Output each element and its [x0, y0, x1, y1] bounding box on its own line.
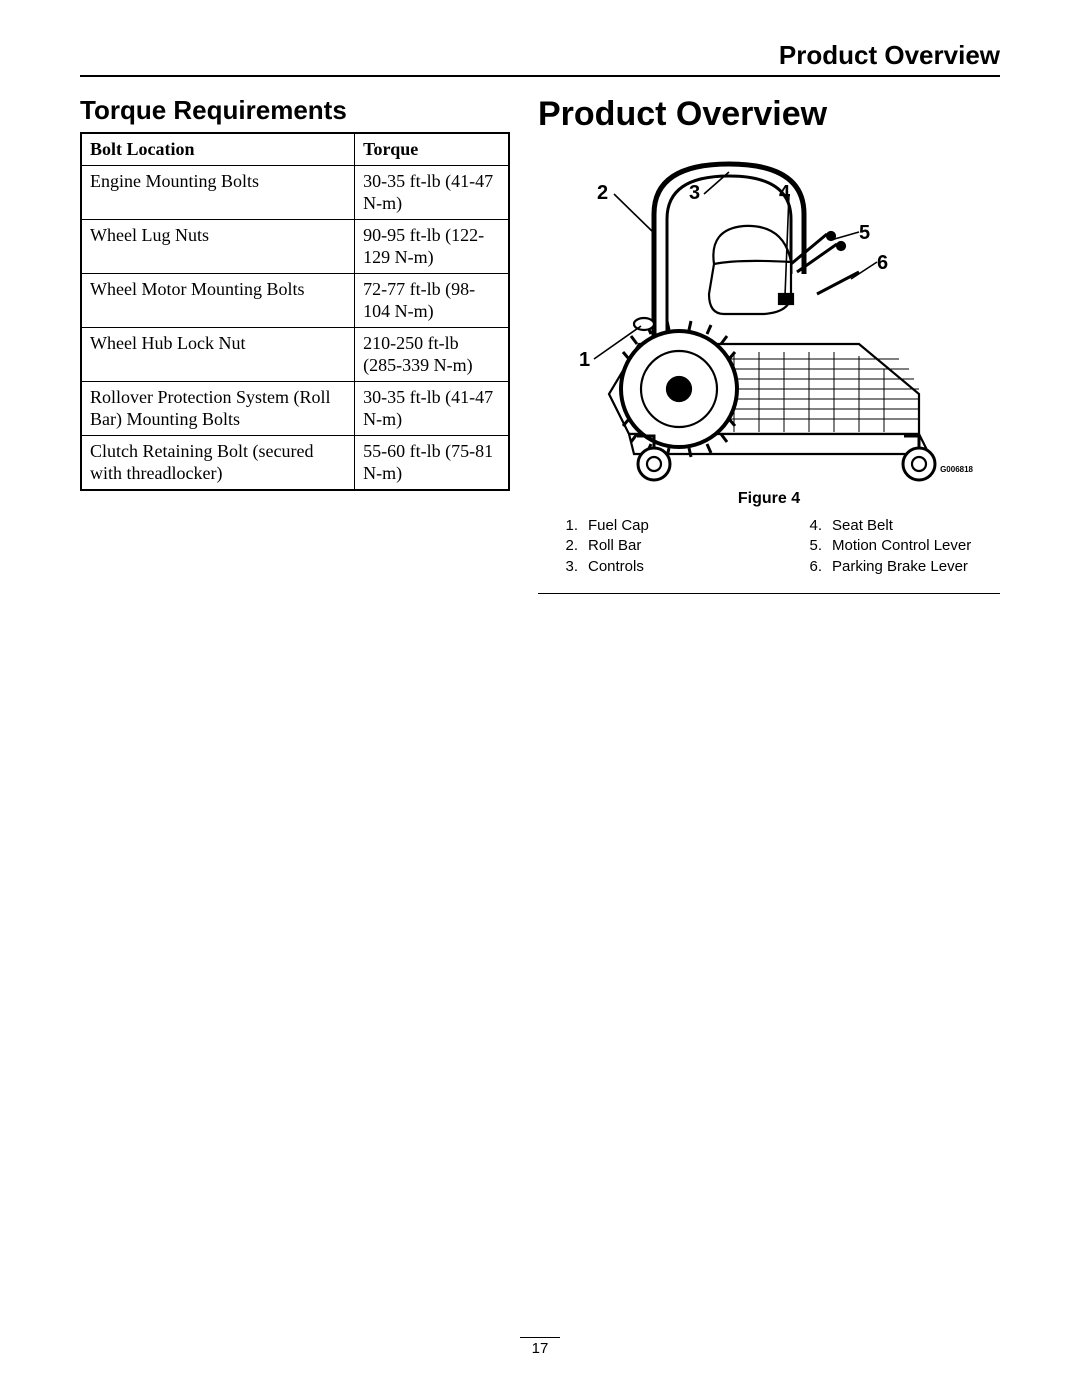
callout-6: 6: [877, 252, 888, 275]
torque-value-cell: 55-60 ft-lb (75-81 N-m): [355, 435, 509, 490]
torque-location-cell: Wheel Hub Lock Nut: [81, 327, 355, 381]
page-header-title: Product Overview: [80, 40, 1000, 77]
figure-image-code: G006818: [940, 465, 973, 474]
callout-5: 5: [859, 222, 870, 245]
torque-value-cell: 72-77 ft-lb (98-104 N-m): [355, 273, 509, 327]
table-header-row: Bolt Location Torque: [81, 133, 509, 165]
table-row: Wheel Hub Lock Nut 210-250 ft-lb (285-33…: [81, 327, 509, 381]
torque-location-cell: Rollover Protection System (Roll Bar) Mo…: [81, 381, 355, 435]
table-header-torque: Torque: [355, 133, 509, 165]
torque-value-cell: 210-250 ft-lb (285-339 N-m): [355, 327, 509, 381]
product-overview-figure: 1 2 3 4 5 6 G006818: [559, 144, 979, 484]
legend-num: 5.: [806, 536, 822, 556]
table-row: Engine Mounting Bolts 30-35 ft-lb (41-47…: [81, 165, 509, 219]
torque-location-cell: Clutch Retaining Bolt (secured with thre…: [81, 435, 355, 490]
legend-label: Roll Bar: [588, 536, 641, 556]
torque-location-cell: Wheel Lug Nuts: [81, 219, 355, 273]
torque-value-cell: 90-95 ft-lb (122-129 N-m): [355, 219, 509, 273]
left-column: Torque Requirements Bolt Location Torque…: [80, 95, 510, 491]
legend-label: Parking Brake Lever: [832, 557, 968, 577]
figure-legend: 1. Fuel Cap 2. Roll Bar 3. Controls 4.: [562, 516, 1000, 577]
legend-column-right: 4. Seat Belt 5. Motion Control Lever 6. …: [806, 516, 1000, 577]
legend-label: Motion Control Lever: [832, 536, 971, 556]
legend-num: 1.: [562, 516, 578, 536]
legend-num: 4.: [806, 516, 822, 536]
torque-location-cell: Wheel Motor Mounting Bolts: [81, 273, 355, 327]
legend-column-left: 1. Fuel Cap 2. Roll Bar 3. Controls: [562, 516, 756, 577]
page-number: 17: [532, 1340, 549, 1357]
legend-item: 4. Seat Belt: [806, 516, 1000, 536]
torque-requirements-table: Bolt Location Torque Engine Mounting Bol…: [80, 132, 510, 491]
figure-wrap: 1 2 3 4 5 6 G006818 Figure 4: [538, 144, 1000, 508]
torque-value-cell: 30-35 ft-lb (41-47 N-m): [355, 165, 509, 219]
table-header-bolt-location: Bolt Location: [81, 133, 355, 165]
section-divider: [538, 593, 1000, 594]
table-row: Rollover Protection System (Roll Bar) Mo…: [81, 381, 509, 435]
callout-3: 3: [689, 182, 700, 205]
figure-caption: Figure 4: [538, 490, 1000, 508]
legend-item: 6. Parking Brake Lever: [806, 557, 1000, 577]
legend-label: Fuel Cap: [588, 516, 649, 536]
legend-num: 3.: [562, 557, 578, 577]
page-number-wrap: 17: [0, 1337, 1080, 1357]
torque-requirements-heading: Torque Requirements: [80, 95, 510, 126]
product-overview-heading: Product Overview: [538, 95, 1000, 134]
mower-illustration: [559, 144, 979, 484]
legend-item: 2. Roll Bar: [562, 536, 756, 556]
torque-value-cell: 30-35 ft-lb (41-47 N-m): [355, 381, 509, 435]
table-row: Clutch Retaining Bolt (secured with thre…: [81, 435, 509, 490]
legend-item: 1. Fuel Cap: [562, 516, 756, 536]
legend-item: 5. Motion Control Lever: [806, 536, 1000, 556]
torque-location-cell: Engine Mounting Bolts: [81, 165, 355, 219]
page-number-rule: [520, 1337, 560, 1338]
right-column: Product Overview: [538, 95, 1000, 594]
callout-2: 2: [597, 182, 608, 205]
legend-label: Seat Belt: [832, 516, 893, 536]
callout-1: 1: [579, 349, 590, 372]
table-row: Wheel Motor Mounting Bolts 72-77 ft-lb (…: [81, 273, 509, 327]
legend-label: Controls: [588, 557, 644, 577]
two-column-layout: Torque Requirements Bolt Location Torque…: [80, 95, 1000, 594]
callout-4: 4: [779, 182, 790, 205]
legend-item: 3. Controls: [562, 557, 756, 577]
legend-num: 6.: [806, 557, 822, 577]
table-row: Wheel Lug Nuts 90-95 ft-lb (122-129 N-m): [81, 219, 509, 273]
legend-num: 2.: [562, 536, 578, 556]
